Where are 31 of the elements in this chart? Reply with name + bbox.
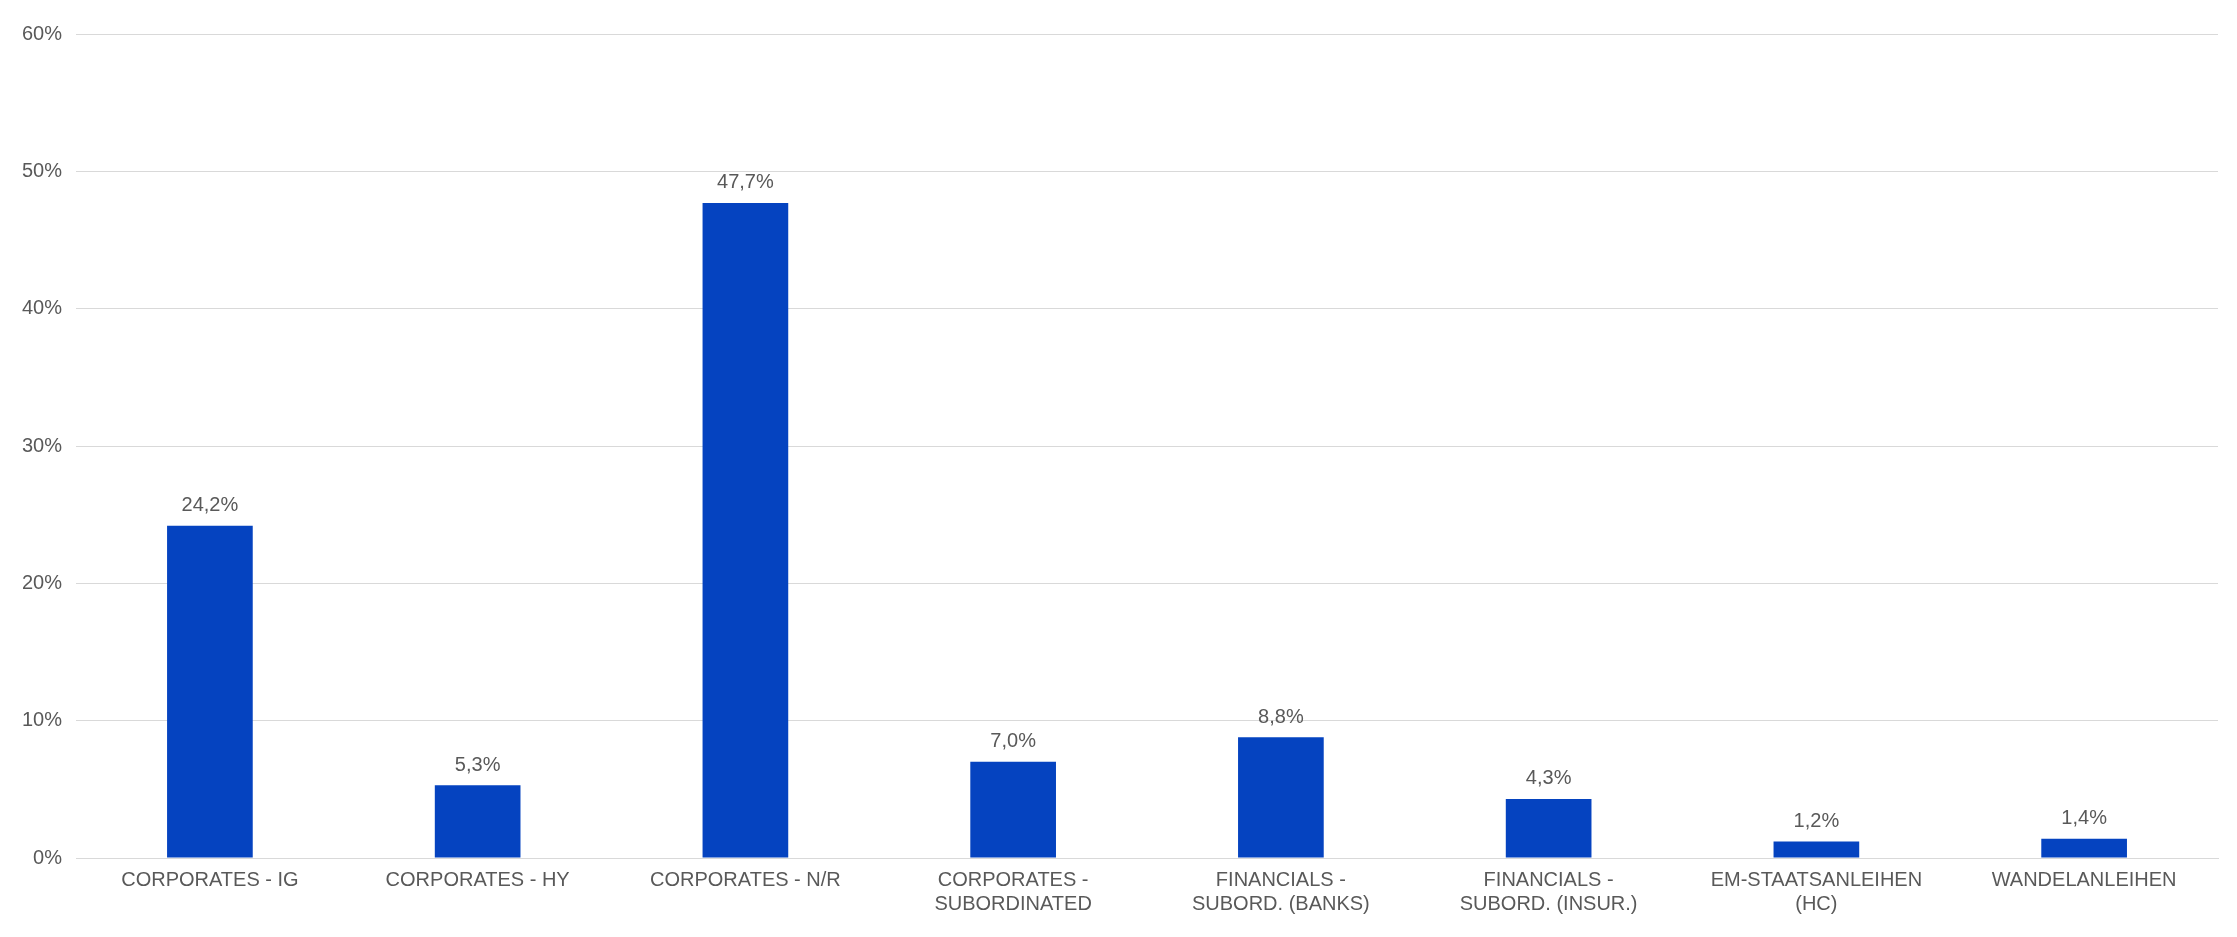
data-label: 47,7% (717, 170, 774, 193)
data-label: 7,0% (990, 729, 1037, 752)
bar (167, 525, 253, 858)
data-label: 1,4% (2061, 806, 2108, 829)
x-tick-label: EM-STAATSANLEIHEN (HC) (1710, 867, 1923, 914)
data-label: 8,8% (1258, 704, 1304, 727)
data-label: 24,2% (181, 493, 239, 516)
x-tick-label: CORPORATES - HY (385, 867, 570, 890)
bar (1238, 737, 1324, 858)
x-tick-label: CORPORATES - IG (121, 867, 299, 890)
x-tick-label: CORPORATES - N/R (650, 867, 841, 890)
bar (1505, 798, 1592, 858)
bar (434, 785, 521, 858)
data-label: 4,3% (1525, 766, 1572, 789)
bar (702, 202, 789, 858)
data-label: 1,2% (1793, 809, 1840, 832)
x-tick-label: FINANCIALS - SUBORD. (INSUR.) (1459, 867, 1638, 914)
y-tick-label: 40% (22, 296, 63, 319)
y-tick-label: 10% (22, 708, 63, 731)
x-tick-label: CORPORATES - SUBORDINATED (934, 867, 1092, 914)
y-tick-label: 20% (22, 570, 63, 593)
x-tick-label: WANDELANLEIHEN (1991, 867, 2177, 890)
y-tick-label: 60% (22, 21, 63, 44)
y-tick-label: 30% (22, 433, 63, 456)
data-label: 5,3% (454, 752, 501, 775)
y-tick-label: 50% (22, 158, 63, 181)
y-tick-label: 0% (33, 845, 63, 868)
bar (2041, 838, 2127, 858)
bar (1773, 841, 1860, 858)
x-tick-label: FINANCIALS - SUBORD. (BANKS) (1191, 867, 1370, 914)
bar (970, 761, 1056, 858)
